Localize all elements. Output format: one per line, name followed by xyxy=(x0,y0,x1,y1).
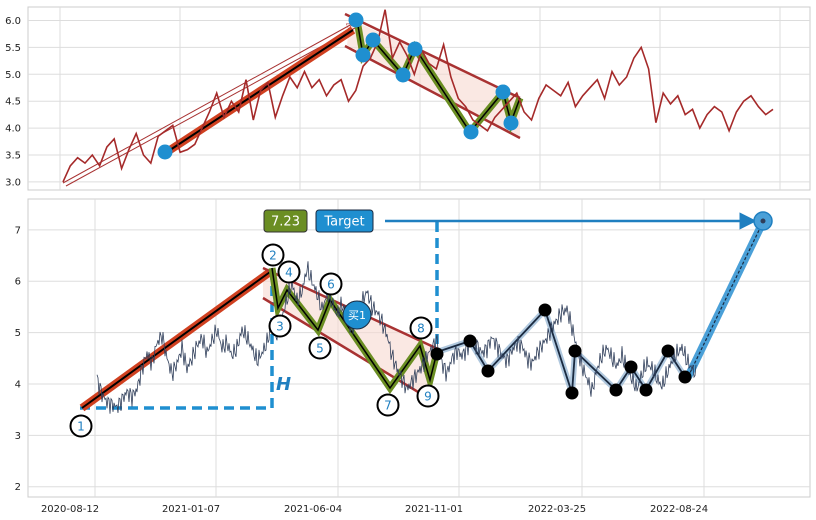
top-pivot-dot xyxy=(348,12,364,28)
bottom-y-tick-labels: 2 3 4 5 6 7 xyxy=(15,225,21,493)
bottom-x-tick-label: 2020-08-12 xyxy=(41,504,99,515)
top-pivot-dot xyxy=(407,41,423,57)
bottom-pivot-dot xyxy=(661,344,675,358)
top-y-tick-label: 4.5 xyxy=(5,97,21,108)
bottom-y-tick-label: 6 xyxy=(15,277,21,288)
bottom-target-leg-dashed xyxy=(687,221,764,378)
top-y-tick-label: 6.0 xyxy=(5,16,21,27)
wave-label-3: 3 xyxy=(276,320,284,334)
wave-label-8: 8 xyxy=(417,322,425,336)
wave-circle-1 xyxy=(69,414,93,438)
wave-label-9: 9 xyxy=(424,390,432,404)
bottom-y-tick-label: 4 xyxy=(15,379,21,390)
top-pivot-dot xyxy=(355,47,371,63)
buy-marker-label: 买1 xyxy=(348,309,366,322)
wave-circle-7 xyxy=(376,393,400,417)
bottom-pivot-dot xyxy=(568,344,582,358)
top-y-tick-label: 4.0 xyxy=(5,124,21,135)
bottom-grid xyxy=(28,199,810,497)
top-trend-arrow-outline xyxy=(62,24,352,184)
wave-label-1: 1 xyxy=(77,420,85,434)
wave-circle-3 xyxy=(268,314,292,338)
top-pivot-dot xyxy=(495,84,511,100)
bottom-x-tick-label: 2021-11-01 xyxy=(405,504,463,515)
wave-label-4: 4 xyxy=(285,266,293,280)
bottom-y-tick-label: 5 xyxy=(15,328,21,339)
target-value-text: 7.23 xyxy=(271,215,300,230)
bottom-pivot-dot xyxy=(678,370,692,384)
top-channel-upper xyxy=(344,12,521,100)
top-channel-lower xyxy=(344,44,521,140)
bottom-y-tick-label: 3 xyxy=(15,431,21,442)
bottom-pivot-dot xyxy=(609,383,623,397)
bottom-black-dots xyxy=(430,211,773,400)
top-y-tick-label: 3.0 xyxy=(5,177,21,188)
wave-circle-6 xyxy=(319,272,343,296)
wave-label-6: 6 xyxy=(327,278,335,292)
top-pivot-dot xyxy=(157,144,173,160)
wave-circle-2 xyxy=(261,243,285,267)
bottom-x-tick-label: 2022-03-25 xyxy=(528,504,586,515)
top-pivot-dots xyxy=(157,12,519,160)
top-y-tick-label: 5.5 xyxy=(5,43,21,54)
bottom-channel-lower xyxy=(262,296,429,400)
bottom-x-tick-label: 2021-06-04 xyxy=(284,504,342,515)
top-y-tick-label: 5.0 xyxy=(5,70,21,81)
h-label: H xyxy=(276,374,291,395)
target-label-text: Target xyxy=(323,215,364,230)
top-pivot-dot xyxy=(395,67,411,83)
wave-labels: 1 2 3 4 5 6 7 8 9 xyxy=(69,243,440,438)
wave-circle-8 xyxy=(409,316,433,340)
bottom-pivot-dot xyxy=(624,360,638,374)
top-pivot-dot xyxy=(503,115,519,131)
bottom-trend-line-black xyxy=(81,271,271,409)
top-price-line xyxy=(62,9,774,183)
target-value-badge xyxy=(263,209,308,233)
top-pivot-dot xyxy=(463,124,479,140)
bottom-pivot-dot xyxy=(565,386,579,400)
bottom-pivot-dot xyxy=(538,303,552,317)
top-y-tick-label: 3.5 xyxy=(5,151,21,162)
top-panel: 3.0 3.5 4.0 4.5 5.0 5.5 6.0 xyxy=(5,6,811,191)
bottom-wave-black xyxy=(271,267,438,390)
target-label-badge xyxy=(315,209,374,233)
bottom-y-tick-label: 7 xyxy=(15,225,21,236)
bottom-pivot-dot xyxy=(430,347,444,361)
wave-circle-4 xyxy=(277,260,301,284)
wave-label-5: 5 xyxy=(316,342,324,356)
bottom-pivot-dot xyxy=(463,334,477,348)
wave-label-7: 7 xyxy=(384,399,392,413)
buy-marker xyxy=(342,300,372,330)
top-panel-frame xyxy=(27,6,811,191)
top-y-tick-labels: 3.0 3.5 4.0 4.5 5.0 5.5 6.0 xyxy=(5,16,21,188)
bottom-price-line xyxy=(96,261,697,414)
wave-circle-5 xyxy=(308,336,332,360)
bottom-x-tick-labels: 2020-08-12 2021-01-07 2021-06-04 2021-11-01… xyxy=(41,504,708,515)
wave-circle-9 xyxy=(416,384,440,408)
top-pivot-dot xyxy=(365,32,381,48)
target-dot-center xyxy=(760,218,766,224)
bottom-y-tick-label: 2 xyxy=(15,482,21,493)
bottom-x-tick-label: 2022-08-24 xyxy=(650,504,708,515)
wave-label-2: 2 xyxy=(269,249,277,263)
bottom-x-tick-label: 2021-01-07 xyxy=(162,504,220,515)
bottom-pivot-dot xyxy=(639,383,653,397)
bottom-pivot-dot xyxy=(481,364,495,378)
